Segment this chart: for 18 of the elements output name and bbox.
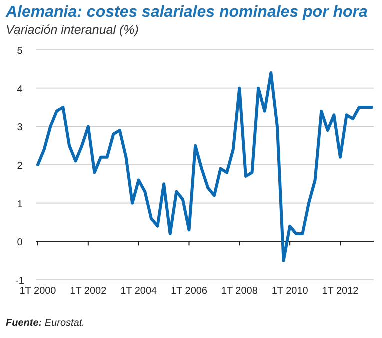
x-tick-label: 1T 2012 [322,286,360,297]
y-tick-label: 3 [17,122,24,134]
x-tick-label: 1T 2008 [221,286,258,297]
chart-title: Alemania: costes salariales nominales por hora [5,4,368,21]
y-tick-label: 5 [17,46,24,57]
y-tick-label: -1 [16,276,25,287]
x-tick-label: 1T 2004 [120,286,158,297]
y-tick-label: 4 [17,84,24,96]
x-tick-label: 1T 2002 [70,286,108,297]
y-tick-label: 2 [17,161,24,172]
chart-subtitle: Variación interanual (%) [6,23,139,37]
y-tick-label: 0 [17,238,24,249]
y-tick-label: 1 [17,199,24,210]
x-tick-label: 1T 2000 [20,286,57,297]
x-tick-label: 1T 2010 [272,286,309,297]
source-note: Fuente: Eurostat. [6,318,85,329]
line-series [36,72,374,262]
x-tick-label: 1T 2006 [170,286,208,297]
